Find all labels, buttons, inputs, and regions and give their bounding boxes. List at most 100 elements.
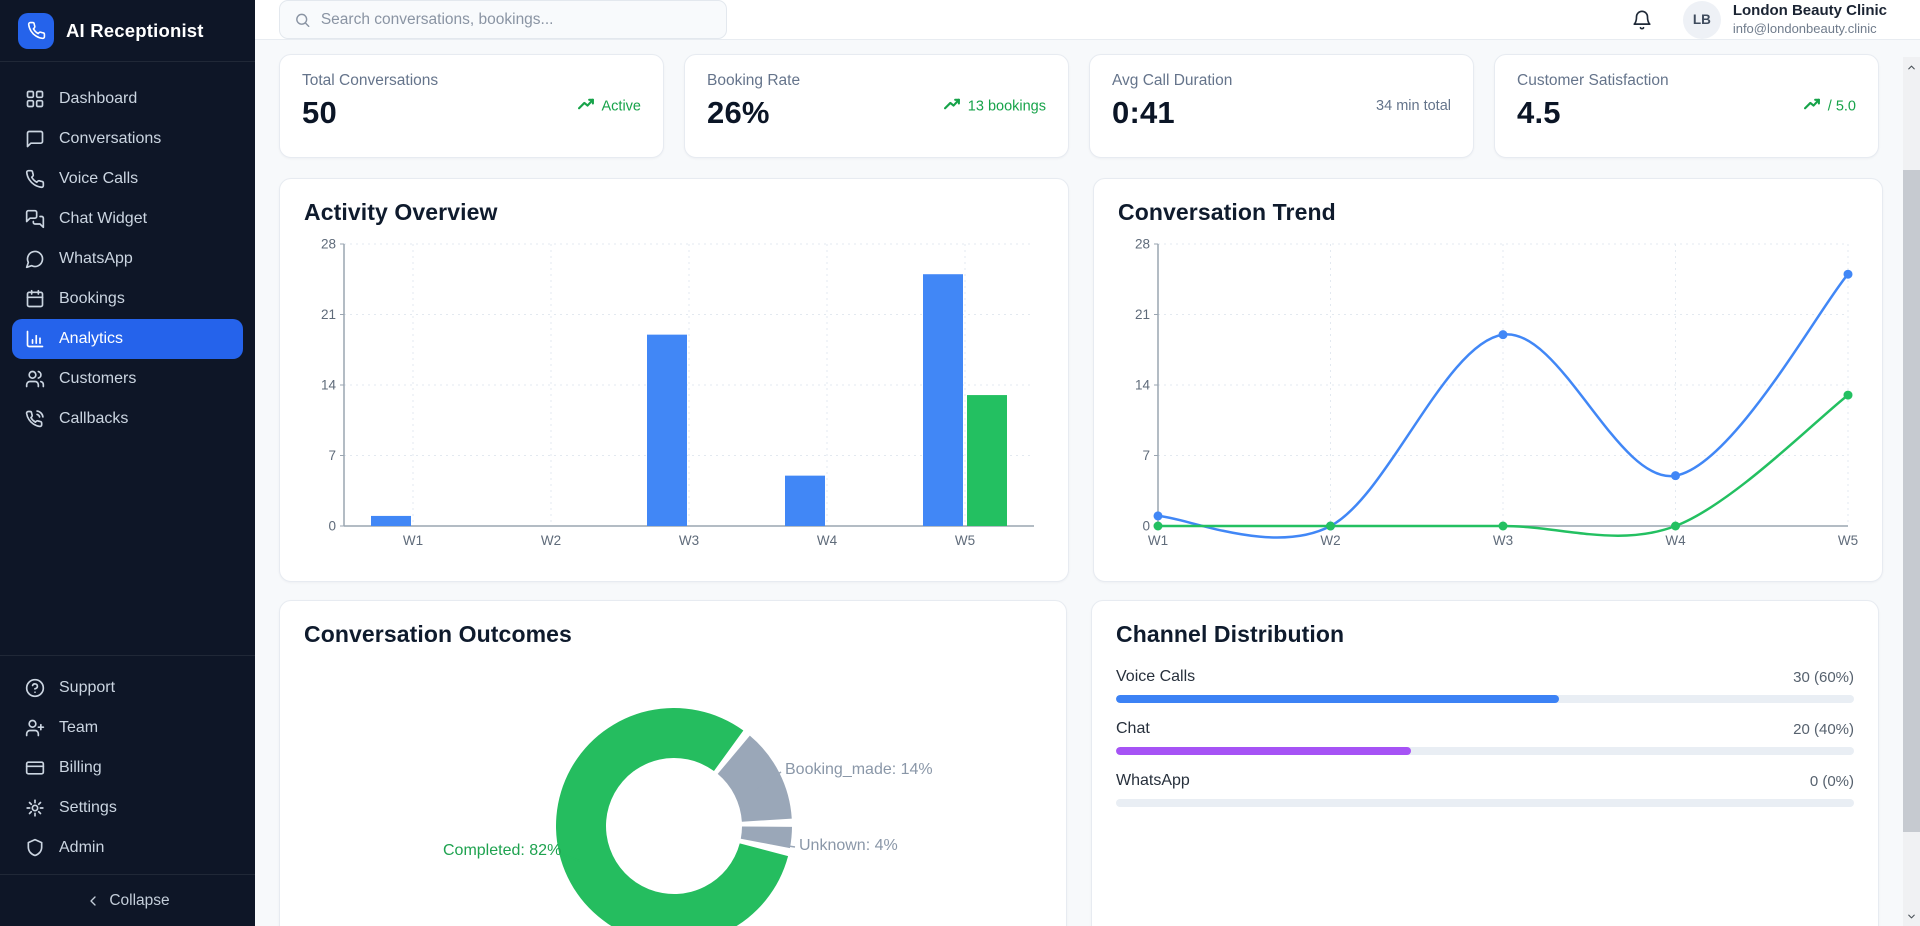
sidebar: AI Receptionist Dashboard Conversations …: [0, 0, 255, 926]
activity-overview-bar-chart: 0 7 14 21 28 W1 W2 W3 W4 W5: [321, 237, 1034, 548]
sidebar-item-billing[interactable]: Billing: [12, 748, 243, 788]
svg-text:14: 14: [321, 378, 337, 393]
sidebar-item-support[interactable]: Support: [12, 668, 243, 708]
channel-value: 0 (0%): [1809, 772, 1854, 790]
progress-fill: [1116, 747, 1412, 755]
scroll-down-arrow-icon[interactable]: [1903, 908, 1920, 924]
sidebar-item-label: Customers: [59, 370, 137, 387]
progress-fill: [1116, 695, 1559, 703]
sidebar-item-settings[interactable]: Settings: [12, 788, 243, 828]
stat-value: 50: [302, 95, 337, 130]
stat-meta: 13 bookings: [943, 98, 1046, 115]
message-circle-icon: [25, 249, 45, 269]
channel-label: Voice Calls: [1116, 668, 1196, 685]
app-logo: AI Receptionist: [0, 0, 255, 62]
sidebar-item-customers[interactable]: Customers: [12, 359, 243, 399]
sidebar-item-conversations[interactable]: Conversations: [12, 119, 243, 159]
topbar: LB London Beauty Clinic info@londonbeaut…: [255, 0, 1920, 40]
calendar-icon: [25, 289, 45, 309]
sidebar-nav: Dashboard Conversations Voice Calls Chat…: [0, 62, 255, 439]
notifications-bell-icon[interactable]: [1631, 9, 1653, 31]
conversation-outcomes-donut-chart: [556, 708, 796, 926]
stat-label: Customer Satisfaction: [1517, 72, 1669, 89]
svg-text:28: 28: [321, 237, 336, 252]
sidebar-item-whatsapp[interactable]: WhatsApp: [12, 239, 243, 279]
progress-track: [1116, 799, 1854, 807]
scrollbar-thumb[interactable]: [1903, 170, 1920, 832]
sidebar-item-label: Bookings: [59, 290, 125, 307]
sidebar-item-label: Analytics: [59, 330, 124, 347]
phone-icon: [25, 169, 45, 189]
stat-label: Total Conversations: [302, 72, 439, 89]
chart-title: Conversation Outcomes: [304, 621, 572, 647]
dashboard-content: Total Conversations 50 Active Booking Ra…: [255, 40, 1920, 926]
channel-distribution-card: Channel Distribution Voice Calls 30 (60%…: [1091, 600, 1879, 926]
sidebar-item-label: Callbacks: [59, 410, 129, 427]
phone-callback-icon: [25, 409, 45, 429]
stat-value: 26%: [707, 95, 770, 130]
search-input[interactable]: [320, 10, 712, 29]
channel-row-whatsapp: WhatsApp 0 (0%): [1116, 772, 1854, 807]
channel-label: WhatsApp: [1116, 772, 1190, 789]
sidebar-item-chat-widget[interactable]: Chat Widget: [12, 199, 243, 239]
svg-text:21: 21: [321, 307, 336, 322]
sidebar-item-label: Admin: [59, 839, 105, 856]
donut-label-booking-made: Booking_made: 14%: [785, 761, 933, 778]
phone-logo-icon: [18, 12, 54, 49]
user-email: info@londonbeauty.clinic: [1732, 20, 1877, 36]
conversation-trend-line-chart: 0 7 14 21 28 W1 W2 W3 W4 W5: [1135, 237, 1858, 549]
channel-label: Chat: [1116, 720, 1150, 737]
sidebar-item-callbacks[interactable]: Callbacks: [12, 399, 243, 439]
bottom-row: Conversation Outcomes Completed: 82% Boo…: [279, 600, 1879, 926]
trending-up-icon: [1803, 98, 1821, 115]
sidebar-item-label: Dashboard: [59, 90, 138, 107]
svg-text:28: 28: [1135, 237, 1150, 252]
main-area: LB London Beauty Clinic info@londonbeaut…: [255, 0, 1920, 926]
stat-label: Avg Call Duration: [1112, 72, 1233, 89]
scroll-up-arrow-icon[interactable]: [1903, 59, 1920, 75]
help-circle-icon: [25, 678, 45, 698]
chart-title: Channel Distribution: [1116, 621, 1345, 647]
svg-text:W4: W4: [1665, 533, 1686, 548]
svg-text:W2: W2: [541, 533, 561, 548]
svg-text:W1: W1: [403, 533, 423, 548]
collapse-label: Collapse: [109, 891, 170, 909]
svg-text:W3: W3: [679, 533, 699, 548]
sidebar-item-label: Team: [59, 719, 99, 736]
channel-row-voice-calls: Voice Calls 30 (60%): [1116, 668, 1854, 703]
svg-text:W3: W3: [1493, 533, 1513, 548]
user-name: London Beauty Clinic: [1732, 2, 1887, 19]
users-icon: [25, 369, 45, 389]
svg-text:7: 7: [328, 448, 336, 463]
vertical-scrollbar[interactable]: [1903, 57, 1920, 926]
sidebar-item-bookings[interactable]: Bookings: [12, 279, 243, 319]
conversation-outcomes-card: Conversation Outcomes Completed: 82% Boo…: [279, 600, 1067, 926]
svg-text:21: 21: [1135, 307, 1150, 322]
svg-text:W5: W5: [1838, 533, 1858, 548]
svg-text:W1: W1: [1148, 533, 1168, 548]
sidebar-item-admin[interactable]: Admin: [12, 828, 243, 868]
trending-up-icon: [577, 98, 595, 115]
sidebar-item-voice-calls[interactable]: Voice Calls: [12, 159, 243, 199]
progress-track: [1116, 695, 1854, 703]
sidebar-item-label: Conversations: [59, 130, 162, 147]
sidebar-item-analytics[interactable]: Analytics: [12, 319, 243, 359]
shield-icon: [25, 838, 45, 858]
svg-text:W4: W4: [817, 533, 838, 548]
search-icon: [296, 13, 310, 27]
sidebar-item-team[interactable]: Team: [12, 708, 243, 748]
svg-text:W2: W2: [1320, 533, 1340, 548]
stats-row: Total Conversations 50 Active Booking Ra…: [279, 54, 1879, 158]
user-menu[interactable]: LB London Beauty Clinic info@londonbeaut…: [1682, 0, 1887, 39]
stat-meta: Active: [577, 98, 641, 115]
collapse-sidebar-button[interactable]: Collapse: [0, 874, 255, 926]
donut-label-completed: Completed: 82%: [443, 842, 562, 859]
sidebar-item-dashboard[interactable]: Dashboard: [12, 79, 243, 119]
sidebar-item-label: Settings: [59, 799, 117, 816]
avatar: LB: [1682, 0, 1721, 39]
credit-card-icon: [25, 758, 45, 778]
trending-up-icon: [943, 98, 961, 115]
dashboard-grid-icon: [25, 89, 45, 109]
user-plus-icon: [25, 718, 45, 738]
